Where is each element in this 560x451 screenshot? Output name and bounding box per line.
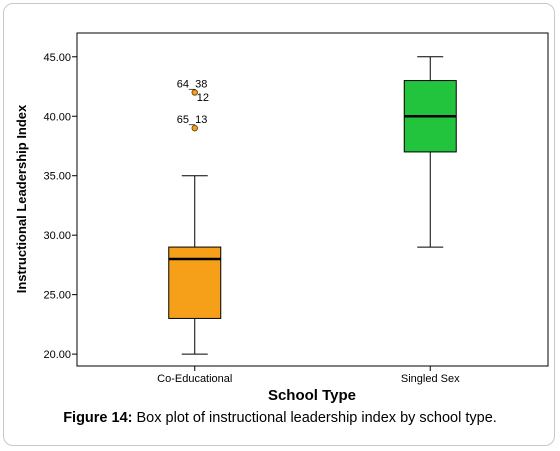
- figure-frame: [3, 3, 555, 446]
- x-axis-title: School Type: [268, 387, 356, 404]
- figure-caption: Figure 14: Box plot of instructional lea…: [0, 410, 560, 426]
- plot-area: [76, 32, 549, 367]
- x-tick-label: Singled Sex: [401, 373, 460, 385]
- outlier-label: 64_38: [177, 78, 208, 90]
- y-tick-label: 45.00: [43, 52, 71, 64]
- outlier-point: [191, 124, 198, 132]
- y-tick-label: 35.00: [43, 171, 71, 183]
- y-tick-label: 20.00: [43, 349, 71, 361]
- outlier-label: 12: [197, 92, 209, 104]
- box-group: [403, 56, 457, 248]
- x-axis: Co-Educational Singled Sex: [157, 366, 460, 385]
- x-tick-label: Co-Educational: [157, 373, 232, 385]
- y-axis: 20.00 25.00 30.00 35.00 40.00 45.00: [43, 52, 77, 361]
- outlier-label: 65_13: [177, 114, 208, 126]
- y-axis-title: Instructional Leadership Index: [14, 104, 29, 293]
- y-tick-label: 40.00: [43, 111, 71, 123]
- y-tick-label: 30.00: [43, 230, 71, 242]
- y-tick-label: 25.00: [43, 290, 71, 302]
- box-group: 64_38 12 65_13: [168, 78, 222, 355]
- boxes-layer: 64_38 12 65_13: [168, 56, 457, 355]
- outlier-point: [191, 89, 198, 96]
- caption-label: Figure 14:: [63, 410, 133, 426]
- caption-text: Box plot of instructional leadership ind…: [132, 410, 497, 426]
